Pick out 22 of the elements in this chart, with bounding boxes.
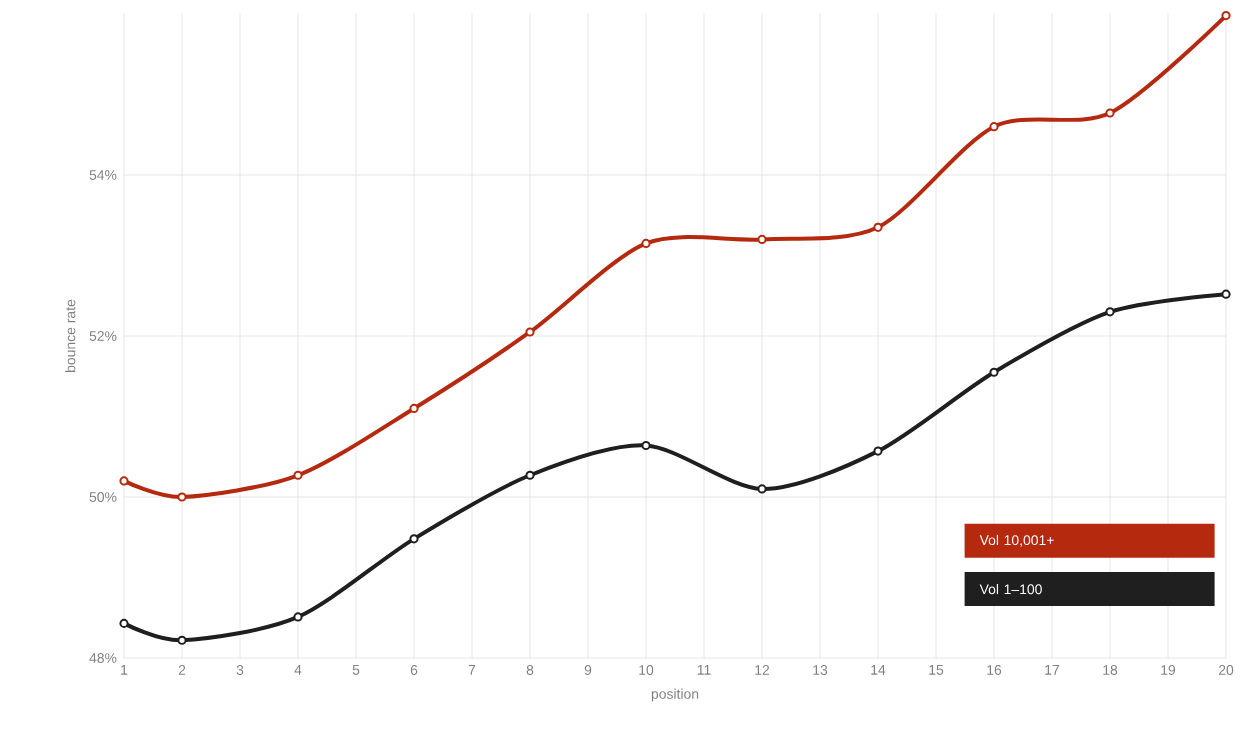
- point: [1105, 108, 1115, 118]
- point: [1221, 11, 1231, 21]
- point: [293, 470, 303, 480]
- point: [119, 618, 129, 628]
- point: [873, 446, 883, 456]
- point: [409, 403, 419, 414]
- point: [989, 122, 999, 132]
- point: [989, 367, 999, 377]
- point: [525, 470, 535, 480]
- point: [641, 440, 651, 451]
- point: [119, 476, 129, 486]
- point: [1221, 289, 1231, 299]
- point: [873, 222, 883, 232]
- point: [757, 234, 767, 244]
- point: [757, 484, 767, 494]
- point: [177, 635, 187, 645]
- point: [1105, 307, 1115, 317]
- point: [641, 238, 651, 249]
- point: [525, 327, 535, 337]
- point: [177, 492, 187, 502]
- point: [409, 534, 419, 544]
- point: [293, 612, 303, 622]
